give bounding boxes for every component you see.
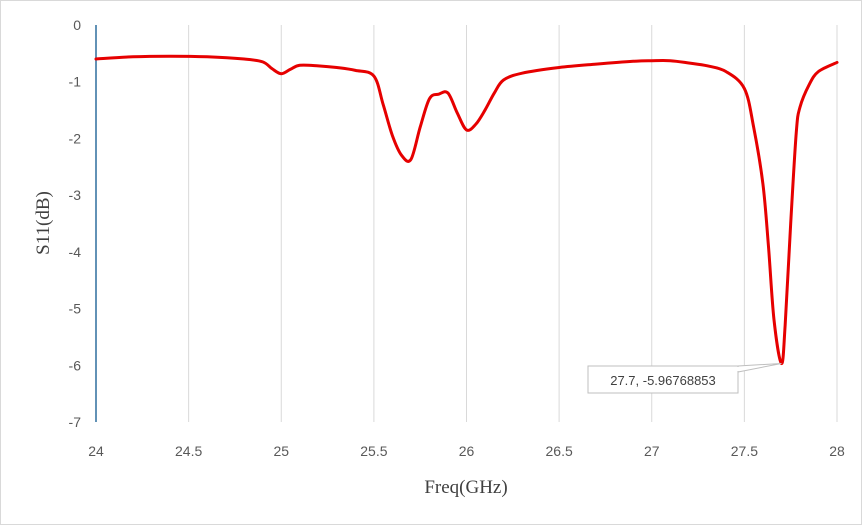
x-tick-label: 27 [644, 443, 660, 459]
callout-label: 27.7, -5.96768853 [610, 373, 716, 388]
x-tick-label: 26.5 [546, 443, 573, 459]
x-tick-labels: 24 24.5 25 25.5 26 26.5 27 27.5 28 [88, 443, 845, 459]
gridlines [188, 25, 838, 422]
y-tick-label: -4 [69, 244, 82, 260]
x-tick-label: 26 [459, 443, 475, 459]
x-tick-label: 25 [273, 443, 289, 459]
y-tick-label: 0 [73, 17, 81, 33]
x-axis-title: Freq(GHz) [424, 477, 507, 498]
x-tick-label: 24.5 [175, 443, 202, 459]
callout-box [587, 365, 739, 394]
y-tick-label: -3 [69, 187, 82, 203]
x-tick-label: 24 [88, 443, 104, 459]
y-tick-label: -1 [69, 74, 82, 90]
series-layer [94, 54, 839, 366]
y-tick-label: -7 [69, 414, 82, 430]
x-tick-label: 28 [829, 443, 845, 459]
x-tick-label: 25.5 [360, 443, 387, 459]
y-tick-label: -2 [69, 130, 82, 146]
x-tick-label: 27.5 [731, 443, 758, 459]
y-tick-label: -6 [69, 357, 82, 373]
series-line [94, 54, 839, 366]
data-callout: 27.7, -5.96768853 [587, 362, 782, 394]
y-tick-labels: 0 -1 -2 -3 -4 -5 -6 -7 [69, 17, 82, 430]
y-tick-label: -5 [69, 301, 82, 317]
y-axis-title: S11(dB) [33, 191, 54, 255]
